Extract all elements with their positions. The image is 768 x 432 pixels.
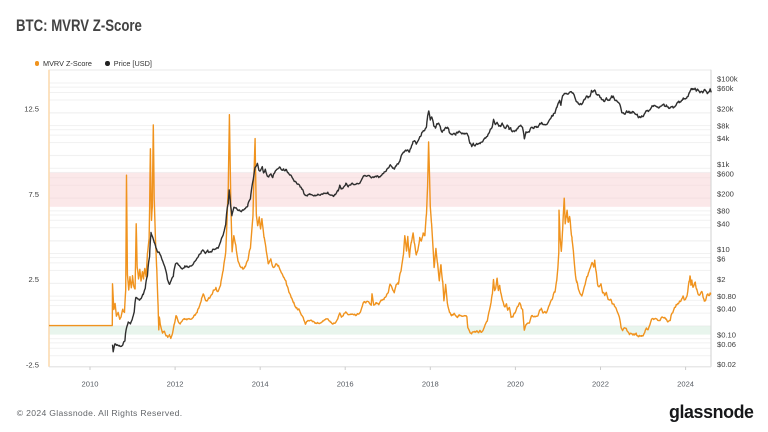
svg-text:$60k: $60k bbox=[717, 84, 734, 93]
svg-text:$0.10: $0.10 bbox=[717, 330, 736, 339]
svg-text:2016: 2016 bbox=[337, 379, 354, 388]
svg-text:2024: 2024 bbox=[677, 379, 694, 388]
svg-text:2022: 2022 bbox=[592, 379, 609, 388]
svg-text:$200: $200 bbox=[717, 190, 734, 199]
svg-text:$1k: $1k bbox=[717, 160, 729, 169]
svg-text:12.5: 12.5 bbox=[24, 105, 39, 114]
svg-text:$0.06: $0.06 bbox=[717, 340, 736, 349]
svg-text:$100k: $100k bbox=[717, 75, 738, 84]
svg-text:$2: $2 bbox=[717, 275, 725, 284]
svg-text:$80: $80 bbox=[717, 207, 730, 216]
svg-text:$40: $40 bbox=[717, 219, 730, 228]
svg-text:-2.5: -2.5 bbox=[26, 360, 39, 369]
svg-text:$10: $10 bbox=[717, 245, 730, 254]
svg-text:$8k: $8k bbox=[717, 121, 729, 130]
svg-text:$0.02: $0.02 bbox=[717, 360, 736, 369]
svg-text:7.5: 7.5 bbox=[28, 190, 39, 199]
svg-text:2.5: 2.5 bbox=[28, 275, 39, 284]
svg-text:$20k: $20k bbox=[717, 104, 734, 113]
svg-text:2018: 2018 bbox=[422, 379, 439, 388]
svg-text:2020: 2020 bbox=[507, 379, 524, 388]
svg-text:2014: 2014 bbox=[252, 379, 269, 388]
svg-text:$0.80: $0.80 bbox=[717, 292, 736, 301]
svg-text:2012: 2012 bbox=[167, 379, 184, 388]
svg-text:$600: $600 bbox=[717, 169, 734, 178]
svg-text:$6: $6 bbox=[717, 255, 725, 264]
svg-text:$0.40: $0.40 bbox=[717, 305, 736, 314]
svg-text:$4k: $4k bbox=[717, 134, 729, 143]
svg-text:2010: 2010 bbox=[82, 379, 99, 388]
